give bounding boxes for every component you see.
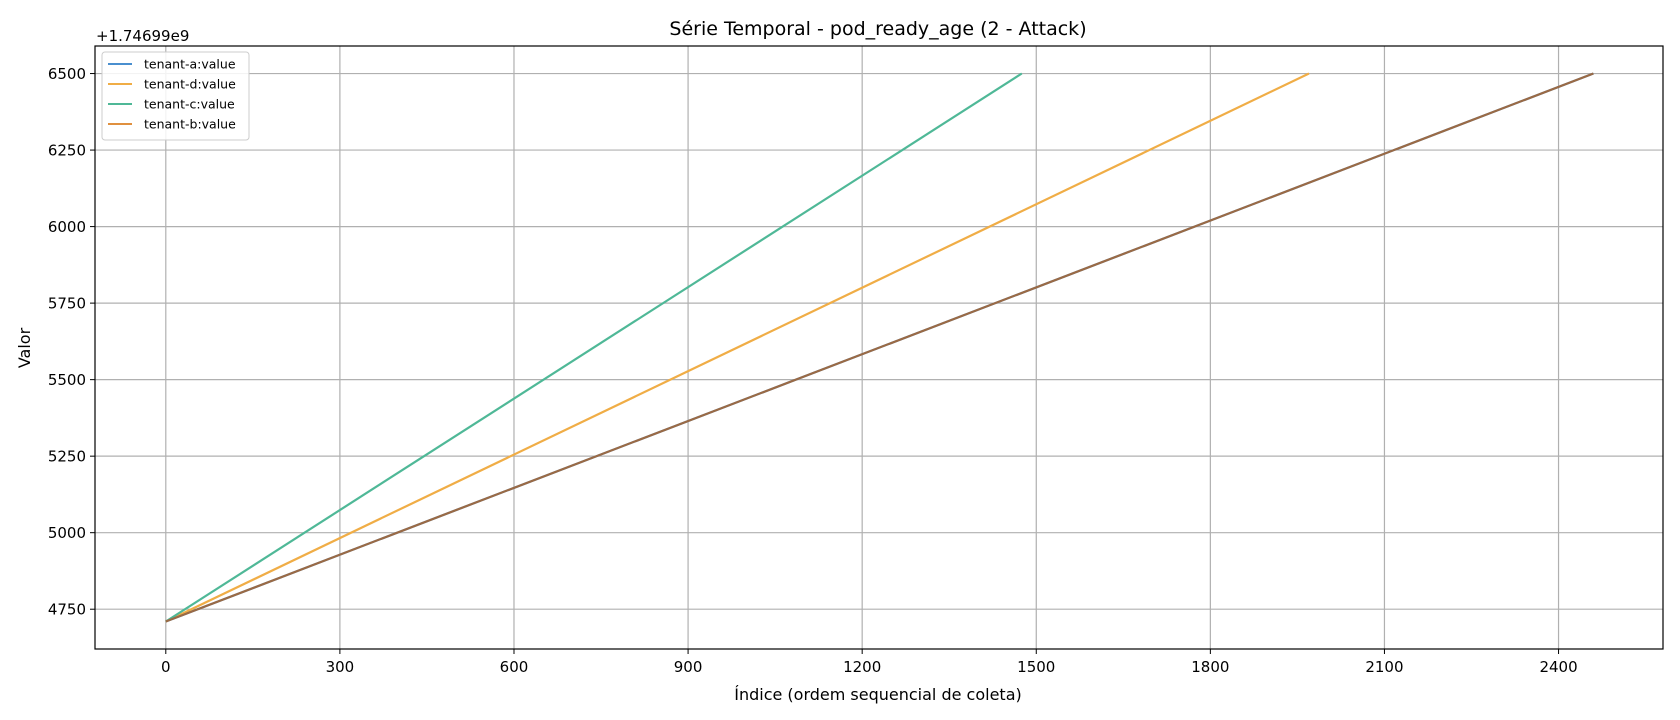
series-line-tenant-b: [165, 72, 1594, 623]
y-tick-label: 6000: [48, 218, 86, 236]
x-tick-label: 2400: [1539, 658, 1577, 676]
grid: [95, 46, 1663, 649]
legend-box: [101, 51, 250, 141]
x-tick-label: 300: [326, 658, 355, 676]
y-tick-label: 5000: [48, 524, 86, 542]
x-tick-label: 1500: [1017, 658, 1055, 676]
legend-entry-tenant-a: tenant-a:value: [144, 57, 236, 72]
x-tick-label: 1800: [1191, 658, 1229, 676]
y-tick-label: 5500: [48, 371, 86, 389]
x-tick-label: 1200: [843, 658, 881, 676]
legend: tenant-a:value tenant-d:value tenant-c:val…: [101, 51, 250, 141]
legend-entry-tenant-b: tenant-b:value: [144, 117, 236, 132]
y-tick-label: 6250: [48, 142, 86, 160]
y-tick-label: 5250: [48, 448, 86, 466]
axis-ticks: 0 300 600 900 1200 1500 1800 2100 2400 4750 5000 52…: [48, 65, 1578, 676]
y-tick-label: 5750: [48, 295, 86, 313]
y-tick-label: 4750: [48, 601, 86, 619]
x-tick-label: 900: [674, 658, 703, 676]
y-axis-offset-label: +1.74699e9: [96, 27, 189, 45]
series-line-tenant-d: [165, 72, 1310, 623]
x-tick-label: 600: [500, 658, 529, 676]
plot-area: [94, 45, 1664, 650]
legend-entry-tenant-d: tenant-d:value: [144, 77, 236, 92]
y-axis-label: Valor: [15, 327, 34, 368]
x-tick-label: 0: [161, 658, 171, 676]
x-tick-label: 2100: [1365, 658, 1403, 676]
series-line-tenant-c: [165, 72, 1023, 623]
x-axis-label: Índice (ordem sequencial de coleta): [734, 685, 1022, 704]
legend-entry-tenant-c: tenant-c:value: [144, 97, 235, 112]
series-layer: [165, 72, 1594, 623]
y-tick-label: 6500: [48, 65, 86, 83]
chart-title: Série Temporal - pod_ready_age (2 - Atta…: [669, 18, 1086, 40]
